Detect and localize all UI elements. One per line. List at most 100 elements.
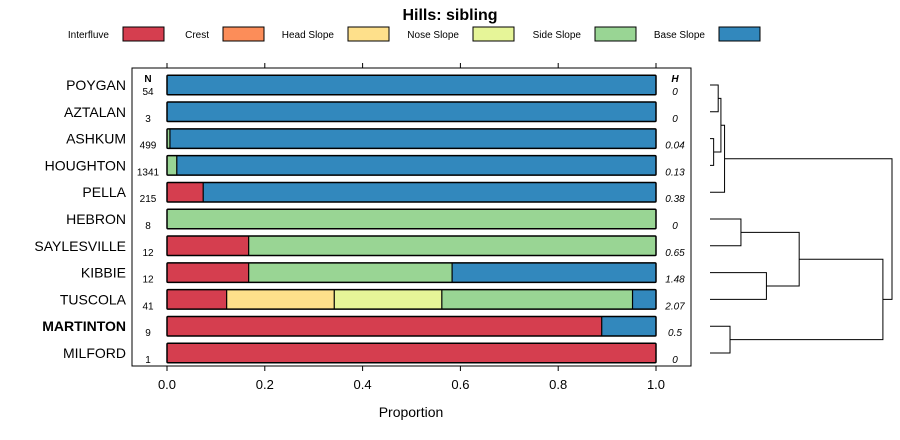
bar-outline-tuscola — [166, 288, 657, 310]
plot-frame — [131, 67, 692, 367]
legend-label-side-slope: Side Slope — [533, 30, 582, 41]
category-label-poygan: POYGAN — [66, 77, 126, 93]
bar-segment-kibbie-interfluve — [167, 262, 249, 283]
dendrogram-branch — [713, 97, 722, 153]
legend-swatch-interfluve — [122, 26, 165, 42]
x-tick-label: 1.0 — [647, 377, 665, 392]
category-label-houghton: HOUGHTON — [45, 157, 126, 173]
bar-outline-kibbie — [166, 262, 657, 284]
bar-segment-tuscola-base-slope — [632, 289, 656, 310]
n-value-milford: 1 — [145, 355, 151, 366]
n-value-saylesville: 12 — [142, 248, 154, 259]
bar-segment-houghton-side-slope — [167, 155, 177, 176]
x-tick-label: 0.4 — [354, 377, 372, 392]
dendrogram-branch — [710, 272, 767, 300]
bar-row-ashkum: ASHKUM 499 0.04 — [66, 128, 685, 152]
bar-outline-milford — [166, 342, 657, 364]
dendrogram-branch — [724, 158, 893, 300]
bar-segment-houghton-base-slope — [176, 155, 656, 176]
bar-segment-kibbie-base-slope — [452, 262, 656, 283]
bar-segment-tuscola-side-slope — [441, 289, 633, 310]
legend-swatch-crest — [222, 26, 265, 42]
x-tick-label: 0.8 — [549, 377, 567, 392]
h-value-saylesville: 0.65 — [665, 248, 685, 259]
bar-outline-hebron — [166, 208, 657, 230]
n-value-kibbie: 12 — [142, 275, 154, 286]
dendrogram-branch — [740, 231, 800, 287]
bar-row-kibbie: KIBBIE 12 1.48 — [81, 262, 685, 286]
bar-segment-poygan-base-slope — [167, 75, 656, 95]
bar-row-hebron: HEBRON 8 0 — [66, 208, 678, 232]
n-value-pella: 215 — [140, 194, 157, 205]
legend-swatch-base-slope — [718, 26, 761, 42]
bar-outline-ashkum — [166, 128, 657, 150]
bar-row-houghton: HOUGHTON 1341 0.13 — [45, 154, 685, 178]
chart-title: Hills: sibling — [402, 7, 497, 24]
bar-segment-ashkum-side-slope — [167, 128, 170, 149]
h-value-tuscola: 2.07 — [664, 301, 685, 312]
category-label-pella: PELLA — [82, 184, 126, 200]
n-value-houghton: 1341 — [137, 167, 160, 178]
bar-outline-aztalan — [166, 101, 657, 123]
dendrogram-branch — [710, 84, 719, 113]
category-label-hebron: HEBRON — [66, 211, 126, 227]
x-axis: 0.0 0.2 0.4 0.6 0.8 1.0 — [158, 63, 665, 392]
h-value-milford: 0 — [672, 355, 678, 366]
bar-segment-tuscola-nose-slope — [334, 289, 442, 310]
h-value-kibbie: 1.48 — [665, 275, 685, 286]
n-value-hebron: 8 — [145, 221, 151, 232]
category-label-tuscola: TUSCOLA — [60, 291, 127, 307]
dendrogram-branch — [710, 325, 731, 354]
bar-row-milford: MILFORD 1 0 — [63, 342, 678, 366]
h-value-hebron: 0 — [672, 221, 678, 232]
h-value-pella: 0.38 — [665, 194, 685, 205]
bar-outline-martinton — [166, 315, 657, 337]
legend-swatch-nose-slope — [472, 26, 515, 42]
legend-label-nose-slope: Nose Slope — [407, 30, 459, 41]
legend-label-head-slope: Head Slope — [282, 30, 335, 41]
legend-label-base-slope: Base Slope — [654, 30, 706, 41]
h-value-poygan: 0 — [672, 87, 678, 98]
category-label-milford: MILFORD — [63, 345, 126, 361]
h-value-martinton: 0.5 — [668, 328, 682, 339]
bar-row-pella: PELLA 215 0.38 — [82, 181, 685, 205]
x-tick-label: 0.0 — [158, 377, 176, 392]
bar-segment-ashkum-base-slope — [169, 128, 656, 149]
n-value-aztalan: 3 — [145, 114, 151, 125]
category-label-kibbie: KIBBIE — [81, 265, 126, 281]
bar-row-poygan: POYGAN 54 0 — [66, 74, 678, 98]
category-label-martinton: MARTINTON — [42, 318, 126, 334]
bar-segment-pella-base-slope — [203, 182, 656, 202]
dendrogram-branch — [710, 218, 742, 247]
bar-row-aztalan: AZTALAN 3 0 — [64, 101, 678, 125]
bar-segment-kibbie-side-slope — [248, 262, 453, 283]
bars: POYGAN 54 0 AZTALAN 3 0 ASHKUM 499 0.04 HOUGHTON 1… — [34, 74, 685, 366]
x-tick-label: 0.2 — [256, 377, 274, 392]
x-axis-title: Proportion — [379, 404, 444, 420]
category-label-ashkum: ASHKUM — [66, 131, 126, 147]
bar-segment-saylesville-interfluve — [167, 236, 249, 256]
bar-segment-saylesville-side-slope — [248, 236, 656, 256]
legend: Interfluve Crest Head Slope Nose Slope Side … — [68, 26, 761, 42]
bar-segment-aztalan-base-slope — [167, 102, 656, 122]
bar-segment-milford-interfluve — [167, 343, 656, 363]
legend-label-crest: Crest — [185, 30, 209, 41]
bar-row-saylesville: SAYLESVILLE 12 0.65 — [34, 235, 685, 259]
bar-row-martinton: MARTINTON 9 0.5 — [42, 315, 682, 339]
legend-swatch-head-slope — [347, 26, 390, 42]
h-value-ashkum: 0.04 — [665, 141, 685, 152]
bar-segment-tuscola-head-slope — [226, 289, 335, 310]
bar-outline-pella — [166, 181, 657, 203]
h-column-header: H — [671, 74, 679, 85]
dendrogram-branch — [710, 124, 726, 193]
dendrogram — [710, 84, 893, 354]
bar-segment-hebron-side-slope — [167, 209, 656, 229]
bar-segment-tuscola-interfluve — [167, 289, 227, 310]
category-label-aztalan: AZTALAN — [64, 104, 126, 120]
n-value-poygan: 54 — [142, 87, 154, 98]
bar-outline-poygan — [166, 74, 657, 96]
category-label-saylesville: SAYLESVILLE — [34, 238, 126, 254]
bar-segment-martinton-interfluve — [167, 316, 602, 336]
n-value-tuscola: 41 — [142, 301, 154, 312]
